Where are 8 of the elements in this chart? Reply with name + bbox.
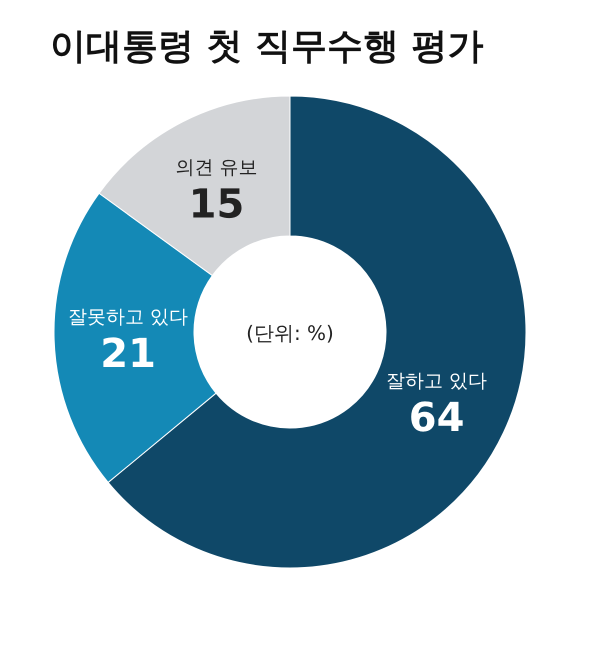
slice-label: 잘못하고 있다 xyxy=(68,306,188,328)
slice-label: 의견 유보 xyxy=(175,156,258,179)
chart-title: 이대통령 첫 직무수행 평가 xyxy=(50,26,484,67)
slice-label: 잘하고 있다 xyxy=(386,370,488,392)
data-label: 21 xyxy=(100,331,156,378)
data-label: 15 xyxy=(188,182,244,228)
data-label: 64 xyxy=(408,394,464,441)
text: (단위: %) xyxy=(246,321,334,345)
